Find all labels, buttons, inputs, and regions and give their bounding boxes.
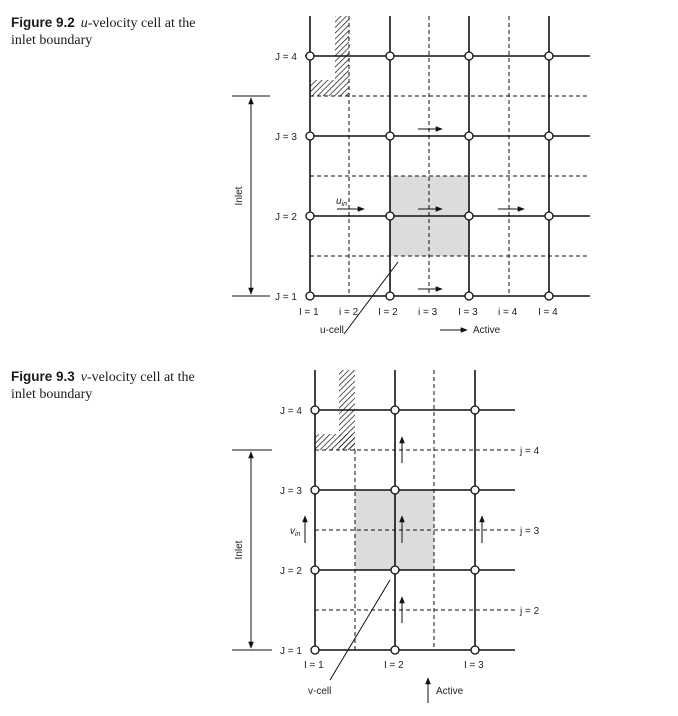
- figure-9-3-caption: Figure 9.3 v-velocity cell at the inlet b…: [11, 368, 221, 403]
- node: [464, 51, 474, 61]
- v-in-label: vin: [290, 526, 301, 538]
- row-label: J = 1: [280, 646, 302, 657]
- node: [390, 485, 400, 495]
- figure-9-2-diagram: uin J = 4 J = 3 J = 2 J = 1 I = 1 i = 2 …: [232, 16, 590, 336]
- figure-number: Figure 9.3: [11, 369, 75, 384]
- node: [385, 131, 395, 141]
- wall-hatch-corner: [315, 434, 355, 450]
- col-label: I = 3: [458, 307, 478, 318]
- v-cell-label: v-cell: [308, 686, 331, 697]
- node: [305, 291, 315, 301]
- col-label: I = 2: [384, 660, 404, 671]
- figure-9-3-diagram: vin J = 4 J = 3 J = 2 J = 1 j = 4 j = 3 …: [232, 370, 540, 703]
- node: [470, 565, 480, 575]
- wall-hatch-vertical: [335, 16, 349, 80]
- node: [390, 405, 400, 415]
- node: [305, 51, 315, 61]
- inlet-label: Inlet: [234, 186, 245, 205]
- node: [470, 485, 480, 495]
- node: [390, 645, 400, 655]
- node: [385, 51, 395, 61]
- node: [470, 645, 480, 655]
- v-cell-pointer: [329, 579, 391, 681]
- col-label: I = 3: [464, 660, 484, 671]
- j-label: j = 4: [519, 446, 540, 457]
- j-label: j = 2: [519, 606, 540, 617]
- node: [544, 51, 554, 61]
- caption-symbol: v: [80, 370, 87, 385]
- node: [305, 131, 315, 141]
- inlet-label: Inlet: [234, 540, 245, 559]
- row-label: J = 4: [275, 52, 297, 63]
- node: [390, 565, 400, 575]
- node: [464, 131, 474, 141]
- row-label: J = 2: [275, 212, 297, 223]
- node: [310, 565, 320, 575]
- col-label: i = 2: [339, 307, 359, 318]
- node: [544, 211, 554, 221]
- caption-symbol: u: [80, 16, 88, 31]
- node: [310, 645, 320, 655]
- col-label: i = 3: [418, 307, 438, 318]
- u-in-label: uin: [336, 196, 347, 208]
- col-label: I = 1: [299, 307, 319, 318]
- node: [305, 211, 315, 221]
- node: [470, 405, 480, 415]
- node: [464, 211, 474, 221]
- row-label: J = 1: [275, 292, 297, 303]
- active-label: Active: [473, 325, 501, 336]
- node: [544, 291, 554, 301]
- figure-9-2-caption: Figure 9.2 u-velocity cell at the inlet b…: [11, 14, 221, 49]
- col-label: I = 4: [538, 307, 558, 318]
- row-label: J = 2: [280, 566, 302, 577]
- node: [385, 291, 395, 301]
- wall-hatch-corner: [310, 80, 349, 96]
- j-label: j = 3: [519, 526, 540, 537]
- node: [544, 131, 554, 141]
- node: [385, 211, 395, 221]
- u-cell-pointer: [343, 261, 399, 335]
- col-label: I = 1: [304, 660, 324, 671]
- col-label: i = 4: [498, 307, 518, 318]
- node: [310, 485, 320, 495]
- figure-number: Figure 9.2: [11, 15, 75, 30]
- node: [310, 405, 320, 415]
- row-label: J = 3: [280, 486, 302, 497]
- row-label: J = 4: [280, 406, 302, 417]
- active-label: Active: [436, 686, 464, 697]
- caption-text: -velocity cell at the inlet boundary: [11, 370, 195, 402]
- u-cell-label: u-cell: [320, 325, 344, 336]
- col-label: I = 2: [378, 307, 398, 318]
- row-label: J = 3: [275, 132, 297, 143]
- caption-text: -velocity cell at the inlet boundary: [11, 16, 196, 48]
- node: [464, 291, 474, 301]
